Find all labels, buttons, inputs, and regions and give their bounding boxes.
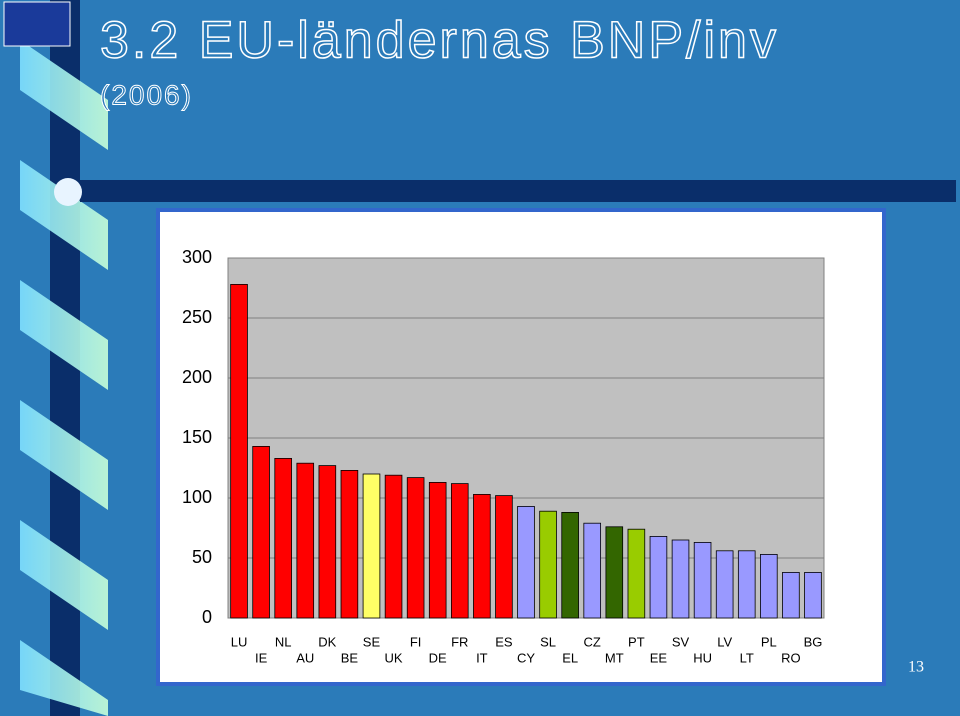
bar — [450, 483, 469, 619]
bar — [804, 572, 822, 619]
x-tick-label: BE — [341, 650, 359, 665]
bar — [693, 542, 712, 619]
bar — [715, 550, 734, 619]
bar — [517, 505, 535, 619]
bar — [583, 522, 602, 619]
page-number: 13 — [908, 659, 924, 676]
x-tick-label: EL — [562, 650, 578, 665]
bar — [274, 457, 292, 619]
x-tick-label: IT — [476, 650, 488, 665]
x-tick-label: HU — [693, 650, 712, 665]
bar — [406, 477, 425, 619]
x-tick-label: NL — [275, 634, 292, 649]
bar — [428, 481, 447, 619]
eu-flag — [3, 1, 71, 47]
x-tick-label: AU — [296, 650, 314, 665]
y-tick-label: 150 — [182, 427, 212, 447]
x-tick-label: MT — [605, 650, 624, 665]
bar — [627, 528, 646, 619]
bar — [671, 539, 690, 619]
x-tick-label: UK — [385, 650, 403, 665]
bar — [318, 465, 337, 619]
x-tick-label: DE — [429, 650, 447, 665]
x-tick-label: LU — [231, 634, 248, 649]
bar — [230, 283, 248, 619]
y-tick-label: 250 — [182, 307, 212, 327]
bar — [473, 493, 491, 619]
bar — [252, 445, 270, 619]
x-tick-label: SE — [363, 634, 381, 649]
x-tick-label: ES — [495, 634, 513, 649]
x-tick-label: SV — [672, 634, 690, 649]
bar — [384, 474, 403, 619]
x-tick-label: FI — [410, 634, 422, 649]
x-tick-label: RO — [781, 650, 801, 665]
title-bar-dot — [54, 178, 82, 206]
x-tick-label: FR — [451, 634, 468, 649]
x-tick-label: PL — [761, 634, 777, 649]
y-tick-label: 200 — [182, 367, 212, 387]
y-tick-label: 300 — [182, 247, 212, 267]
x-tick-label: BG — [804, 634, 823, 649]
slide-title: 3.2 EU-ländernas BNP/inv — [100, 12, 779, 70]
x-tick-label: PT — [628, 634, 645, 649]
x-tick-label: DK — [318, 634, 336, 649]
y-tick-label: 0 — [202, 607, 212, 627]
bar — [362, 473, 381, 619]
bar — [605, 526, 624, 619]
x-tick-label: LT — [740, 650, 754, 665]
title-bar — [80, 180, 956, 202]
x-tick-label: EE — [650, 650, 668, 665]
slide-subtitle: (2006) — [100, 79, 193, 110]
bar — [649, 536, 668, 619]
x-tick-label: IE — [255, 650, 268, 665]
x-tick-label: LV — [717, 634, 732, 649]
bar — [782, 572, 800, 619]
bar — [340, 469, 359, 619]
y-tick-label: 50 — [192, 547, 212, 567]
x-tick-label: CY — [517, 650, 535, 665]
bar — [495, 495, 513, 619]
decor-ribbon — [20, 0, 108, 716]
y-tick-label: 100 — [182, 487, 212, 507]
bar — [539, 510, 557, 619]
x-tick-label: CZ — [584, 634, 601, 649]
bar — [296, 462, 315, 619]
bar — [760, 554, 778, 619]
bar — [561, 512, 579, 619]
bar — [737, 550, 756, 619]
x-tick-label: SL — [540, 634, 556, 649]
